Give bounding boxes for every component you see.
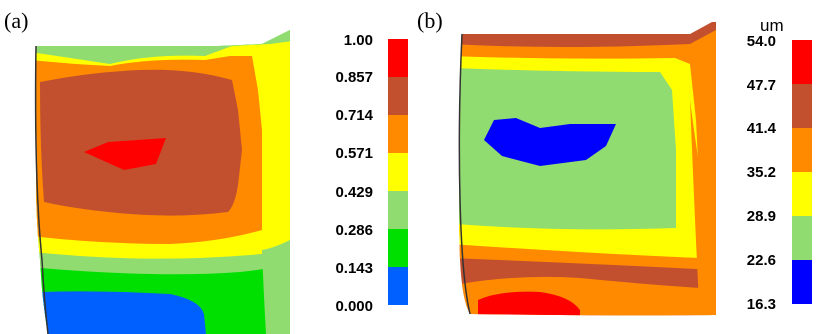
- colorbar-b-segment: [792, 84, 812, 128]
- colorbar-a-tick: 0.571: [335, 145, 373, 162]
- colorbar-b-tick: 16.3: [746, 296, 776, 313]
- colorbar-a-segment: [388, 39, 408, 77]
- colorbar-b-tick: 41.4: [746, 120, 776, 137]
- colorbar-b-segment: [792, 40, 812, 84]
- panel-b-unit-label: um: [760, 16, 784, 35]
- colorbar-a-segment: [388, 77, 408, 115]
- colorbar-a: [388, 39, 408, 305]
- panel-b-left-edge: [458, 33, 471, 315]
- colorbar-b-tick: 28.9: [746, 208, 776, 225]
- colorbar-b-tick: 54.0: [746, 33, 776, 50]
- colorbar-a-tick: 0.286: [335, 222, 373, 239]
- panel-b-label: (b): [417, 8, 443, 33]
- colorbar-b-segment: [792, 172, 812, 216]
- colorbar-b-segment: [792, 260, 812, 304]
- colorbar-a-tick: 0.429: [335, 184, 373, 201]
- colorbar-a-tick: 0.143: [335, 260, 373, 277]
- colorbar-b-segment: [792, 128, 812, 172]
- colorbar-a-tick: 1.00: [343, 32, 373, 49]
- colorbar-a-tick: 0.000: [335, 298, 373, 315]
- colorbar-a-tick: 0.857: [335, 69, 373, 86]
- panel-a-left-edge: [34, 45, 49, 334]
- colorbar-b-tick: 22.6: [746, 252, 776, 269]
- colorbar-a-segment: [388, 229, 408, 267]
- panel-a-label: (a): [4, 8, 29, 33]
- colorbar-a-tick: 0.714: [335, 107, 373, 124]
- colorbar-b-segment: [792, 216, 812, 260]
- colorbar-b: [792, 40, 812, 304]
- colorbar-b-tick: 47.7: [746, 77, 776, 94]
- colorbar-a-segment: [388, 191, 408, 229]
- colorbar-a-segment: [388, 115, 408, 153]
- colorbar-a-segment: [388, 267, 408, 305]
- contour-plot-b: [459, 22, 716, 316]
- contour-plot-a: [36, 30, 290, 334]
- colorbar-a-segment: [388, 153, 408, 191]
- colorbar-b-tick: 35.2: [746, 164, 776, 181]
